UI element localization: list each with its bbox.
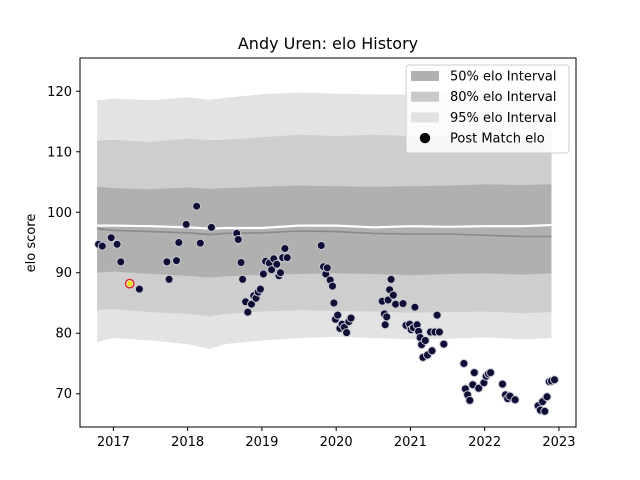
- data-point: [243, 307, 253, 317]
- data-point: [267, 265, 277, 275]
- data-point: [116, 257, 126, 267]
- data-point: [174, 238, 184, 247]
- y-axis-ticks: 70 80 90 100 110 120: [47, 85, 80, 402]
- y-axis-label: elo score: [24, 214, 39, 273]
- plot-frame: [79, 57, 577, 428]
- data-point: [233, 235, 243, 244]
- data-point: [550, 375, 559, 385]
- data-point: [329, 298, 339, 308]
- x-tick-label: 2022: [468, 435, 501, 450]
- legend-swatch: [411, 91, 439, 102]
- legend: 50% elo Interval 80% elo Interval 95% elo …: [405, 64, 570, 154]
- data-point: [439, 339, 449, 349]
- y-tick-label: 120: [47, 85, 72, 100]
- data-point: [206, 222, 216, 232]
- data-point: [391, 299, 401, 309]
- data-point: [388, 290, 398, 300]
- data-point: [459, 359, 469, 368]
- y-tick-label: 110: [47, 145, 72, 160]
- data-point: [469, 368, 479, 378]
- data-point: [276, 268, 285, 278]
- y-tick-label: 70: [55, 387, 72, 402]
- y-tick-label: 90: [55, 266, 72, 281]
- data-point: [380, 320, 390, 330]
- legend-label: 80% elo Interval: [450, 90, 557, 105]
- data-point: [134, 284, 144, 294]
- chart-title: Andy Uren: elo History: [238, 34, 418, 53]
- data-point: [282, 253, 292, 263]
- data-point: [486, 368, 496, 378]
- data-point: [316, 241, 326, 250]
- data-point: [346, 313, 356, 323]
- data-point: [328, 281, 337, 291]
- data-point: [236, 258, 246, 267]
- interval-center-lines: [97, 223, 552, 238]
- data-point: [498, 379, 507, 389]
- legend-label: Post Match elo: [450, 132, 545, 147]
- legend-swatch: [411, 112, 439, 123]
- data-point: [434, 327, 444, 337]
- x-tick-label: 2020: [320, 435, 353, 450]
- data-point: [398, 299, 408, 309]
- data-point: [542, 392, 552, 402]
- data-point: [427, 346, 437, 356]
- data-point: [238, 274, 248, 284]
- median-line: [97, 227, 552, 238]
- data-point: [181, 219, 191, 229]
- legend-marker: [419, 132, 431, 144]
- x-tick-label: 2018: [171, 435, 204, 450]
- data-point: [195, 238, 205, 248]
- data-point: [247, 299, 256, 309]
- data-point: [386, 274, 396, 284]
- data-point: [280, 244, 290, 253]
- data-point: [106, 233, 116, 243]
- data-point: [382, 312, 392, 322]
- legend-label: 95% elo Interval: [450, 111, 557, 126]
- data-point: [112, 239, 122, 249]
- data-point: [474, 383, 484, 393]
- data-point: [162, 257, 172, 267]
- y-tick-label: 80: [55, 327, 72, 342]
- x-tick-label: 2017: [97, 435, 130, 450]
- data-point: [510, 395, 520, 405]
- data-point: [420, 336, 430, 345]
- x-tick-label: 2019: [245, 435, 278, 450]
- data-point: [258, 269, 268, 279]
- legend-box: [405, 64, 570, 154]
- data-point: [432, 310, 442, 320]
- data-point: [333, 310, 343, 320]
- data-point: [342, 328, 352, 338]
- data-point: [192, 201, 202, 211]
- data-point: [172, 256, 181, 266]
- data-point: [410, 302, 420, 312]
- data-point: [164, 274, 174, 284]
- y-tick-label: 100: [47, 206, 72, 221]
- highlight-point-core: [127, 281, 133, 287]
- data-point: [540, 406, 550, 416]
- post-match-elo-points: [94, 201, 559, 416]
- x-axis-ticks: 2017 2018 2019 2020 2021 2022 2023: [97, 427, 575, 450]
- data-point: [465, 395, 475, 405]
- data-point: [322, 263, 332, 273]
- x-tick-label: 2021: [394, 435, 427, 450]
- legend-swatch: [411, 71, 439, 81]
- data-point: [272, 259, 282, 269]
- data-point: [255, 284, 265, 294]
- data-point: [97, 241, 107, 251]
- interval-bands: [97, 92, 552, 349]
- x-tick-label: 2023: [542, 435, 575, 450]
- legend-label: 50% elo Interval: [450, 70, 557, 85]
- mean-line: [97, 223, 552, 230]
